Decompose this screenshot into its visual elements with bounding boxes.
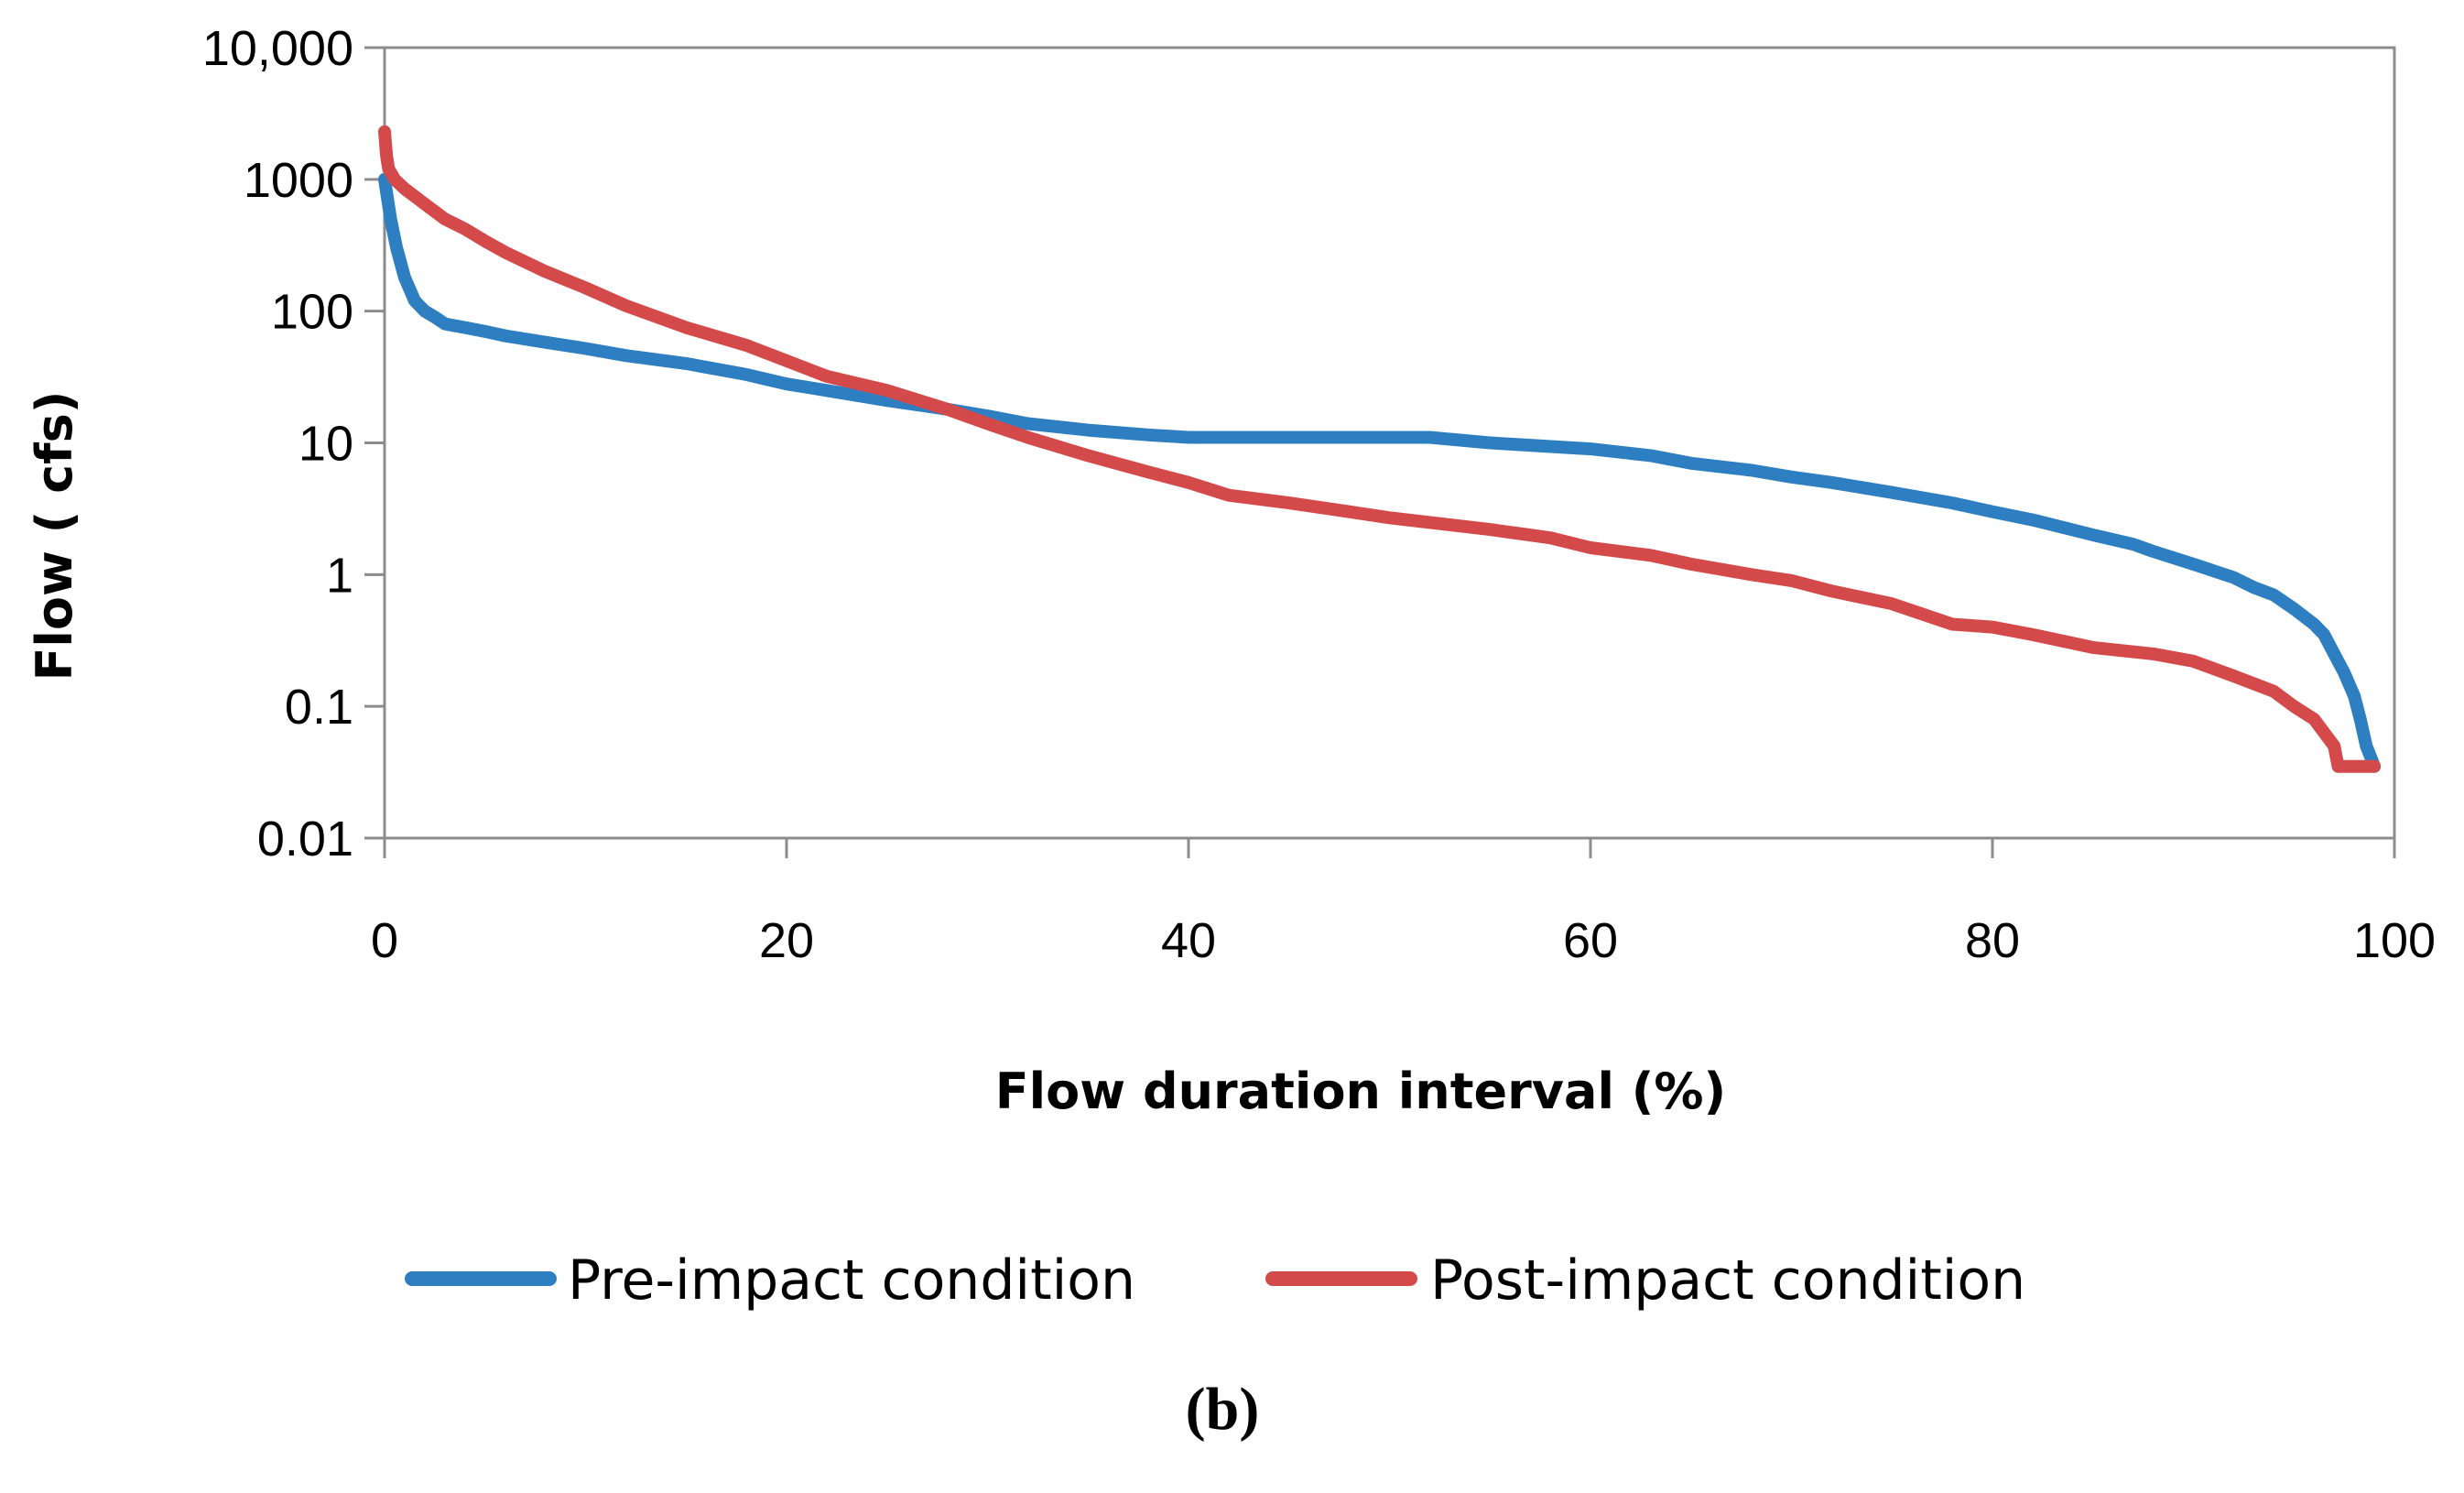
- series-line-pre-impact: [378, 172, 2382, 773]
- series-layer: [378, 125, 2382, 773]
- y-tick-label: 1000: [244, 153, 353, 208]
- y-tick-label: 10: [299, 417, 353, 472]
- x-axis-title: Flow duration interval (%): [995, 1063, 1726, 1120]
- y-tick-label: 100: [271, 285, 353, 340]
- y-tick-label: 0.1: [285, 680, 353, 735]
- x-tick-label: 40: [1161, 913, 1216, 968]
- figure-caption: (b): [1186, 1376, 1260, 1443]
- legend-label-post-impact: Post-impact condition: [1430, 1248, 2025, 1313]
- y-tick-label: 1: [326, 548, 353, 603]
- x-tick-label: 0: [371, 913, 398, 968]
- y-tick-labels: 0.01 0.1 1 10 100 1000 10,000: [202, 21, 353, 866]
- series-line-post-impact: [378, 125, 2382, 773]
- legend: Pre-impact condition Post-impact conditi…: [405, 1248, 2025, 1313]
- y-tick-label: 10,000: [202, 21, 353, 76]
- x-tick-label: 80: [1965, 913, 2020, 968]
- legend-label-pre-impact: Pre-impact condition: [568, 1248, 1135, 1313]
- x-tick-label: 100: [2353, 913, 2436, 968]
- x-tick-labels: 0 20 40 60 80 100: [371, 913, 2436, 968]
- y-tick-marks: [364, 46, 2396, 858]
- x-tick-label: 60: [1563, 913, 1618, 968]
- y-tick-label: 0.01: [257, 812, 353, 866]
- x-tick-label: 20: [759, 913, 814, 968]
- y-axis-title: Flow ( cfs): [26, 391, 83, 681]
